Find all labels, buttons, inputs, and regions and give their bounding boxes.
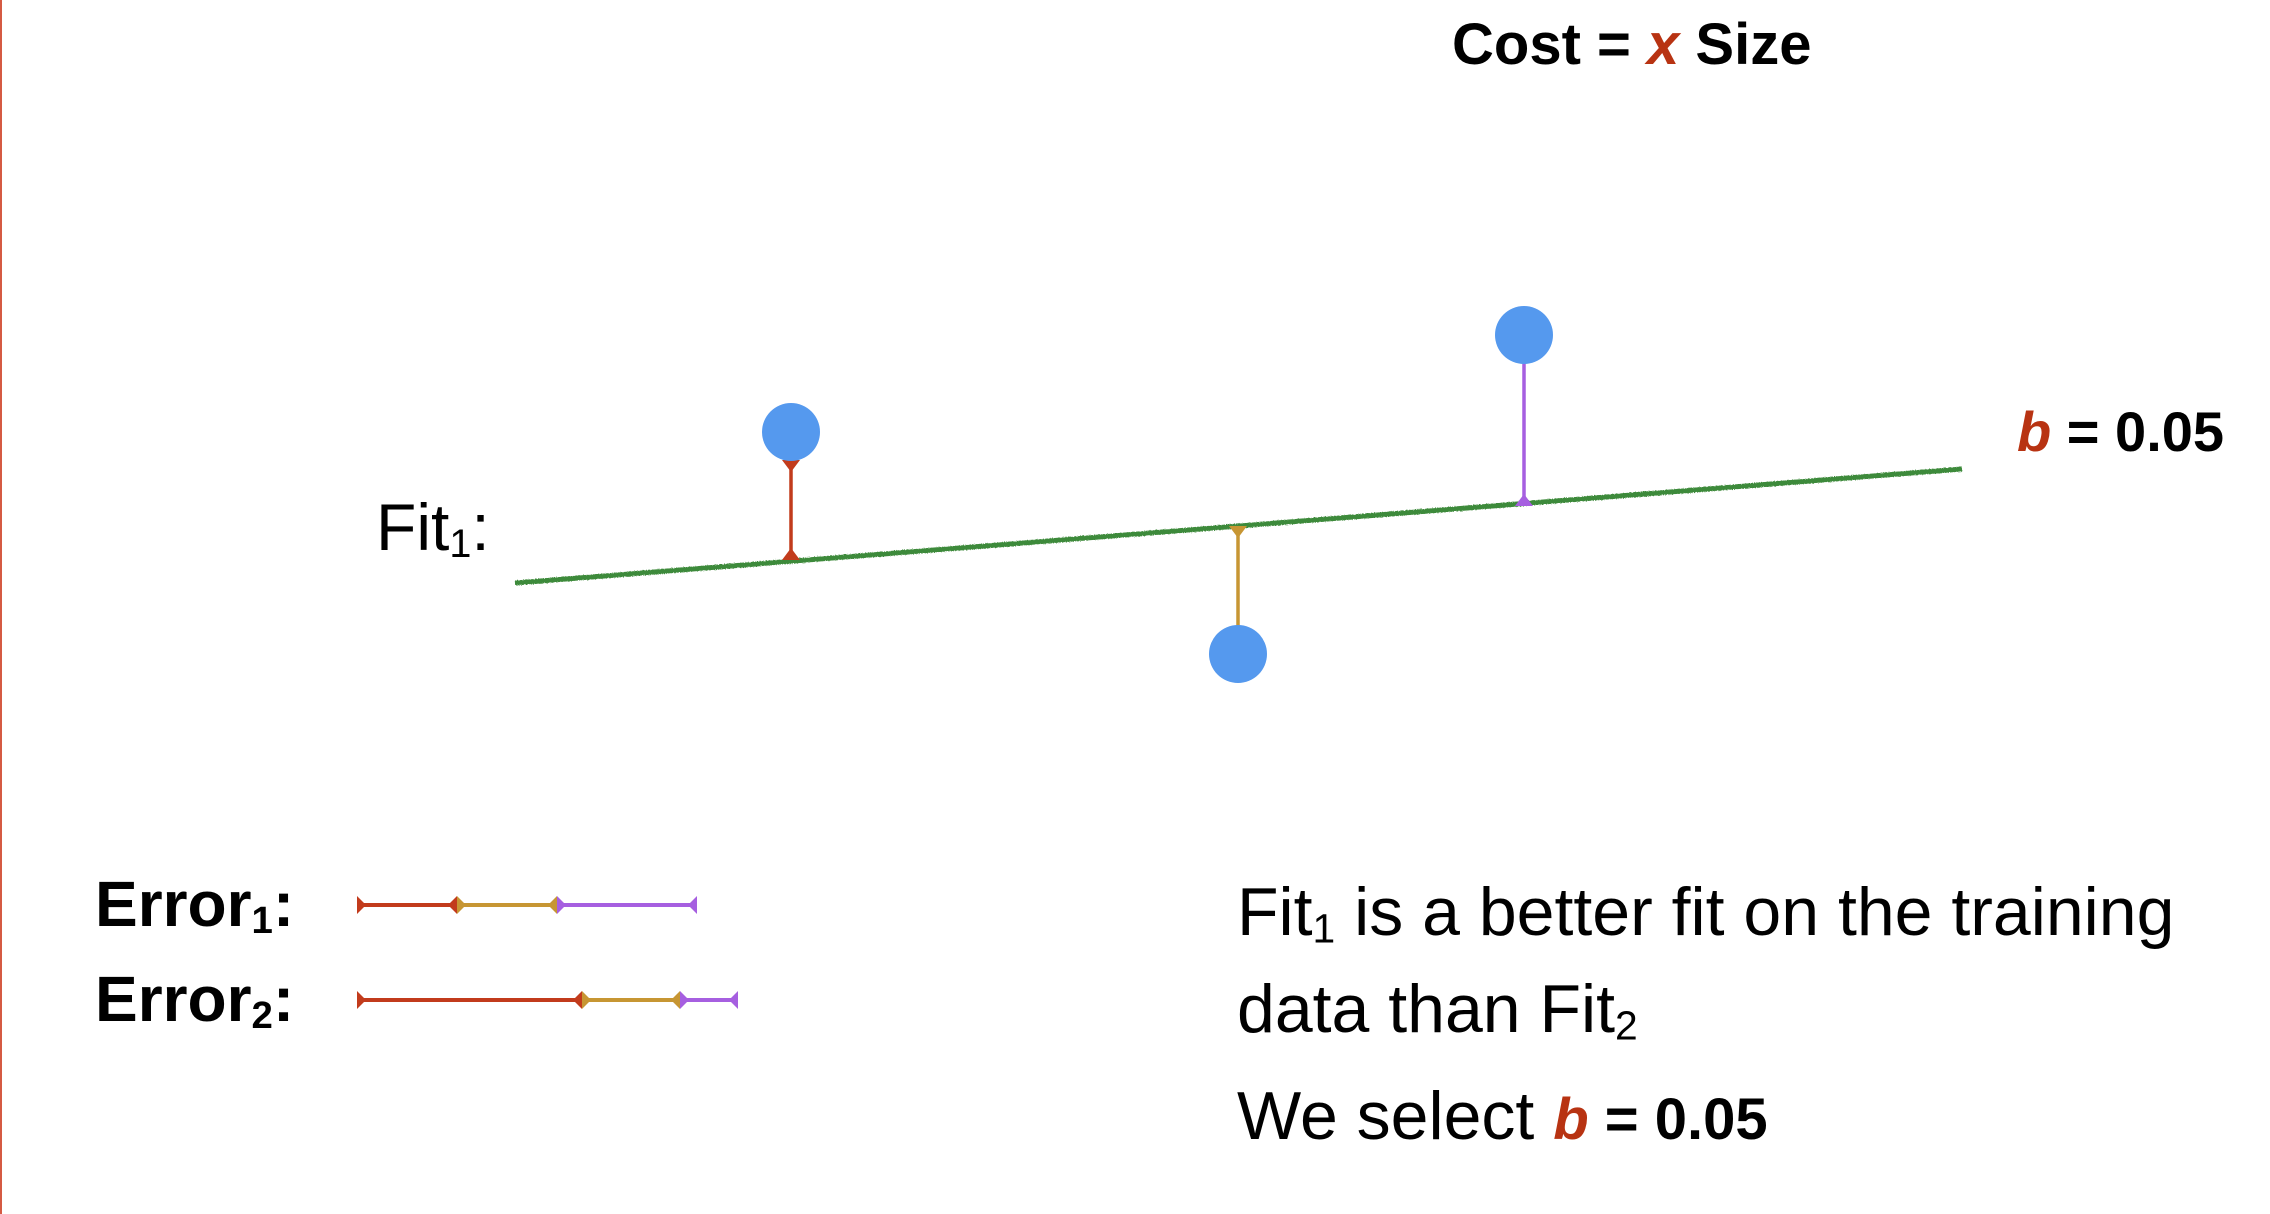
error-1-text: Error (95, 868, 252, 940)
slope-label: b = 0.05 (2017, 404, 2224, 460)
error-bar-1-segment-1-end-cap (448, 896, 457, 914)
data-point-1 (762, 403, 820, 461)
data-point-2 (1209, 625, 1267, 683)
residual-arrow-1-top (782, 460, 800, 472)
error-bar-1-segment-3-start-cap (557, 896, 566, 914)
title-variable: x (1647, 12, 1680, 77)
error-bar-2-segment-1-start-cap (357, 991, 366, 1009)
error-bar-1-segment-2-start-cap (457, 896, 466, 914)
conclusion-value: = 0.05 (1588, 1087, 1768, 1152)
residual-1 (762, 403, 820, 560)
error-bar-2 (357, 991, 738, 1009)
conclusion-line-1-a: Fit (1237, 874, 1313, 950)
residual-arrow-1-bottom (782, 548, 800, 560)
error-2-colon: : (272, 963, 295, 1035)
error-2-subscript: 2 (251, 993, 273, 1037)
error-bar-1-segment-1-start-cap (357, 896, 366, 914)
fit-label-subscript: 1 (449, 522, 472, 567)
conclusion-line-2: data than Fit2 (1237, 975, 1638, 1046)
conclusion-line-1: Fit1 is a better fit on the training (1237, 878, 2174, 949)
cost-equation-title: Cost = x Size (1452, 16, 1811, 74)
error-2-label: Error2: (95, 967, 294, 1035)
error-bar-1 (357, 896, 697, 914)
fit-1-label: Fit1: (376, 494, 490, 565)
residual-3 (1495, 306, 1553, 506)
error-2-text: Error (95, 963, 252, 1035)
conclusion-line-1-b: is a better fit on the training (1335, 874, 2175, 950)
conclusion-line-3: We select b = 0.05 (1237, 1082, 1768, 1150)
title-prefix: Cost = (1452, 12, 1631, 77)
slope-value: = 0.05 (2066, 400, 2225, 463)
data-point-3 (1495, 306, 1553, 364)
residual-arrow-2-top (1229, 526, 1247, 538)
residual-arrow-3-bottom (1515, 494, 1533, 506)
conclusion-line-2-a: data than Fit (1237, 971, 1616, 1047)
conclusion-line-1-subscript: 1 (1312, 905, 1336, 952)
fit-label-colon: : (471, 490, 490, 564)
error-bar-2-segment-3-start-cap (680, 991, 689, 1009)
conclusion-line-2-subscript: 2 (1615, 1002, 1638, 1049)
error-bar-1-segment-3-end-cap (688, 896, 697, 914)
error-1-subscript: 1 (251, 898, 273, 942)
error-1-label: Error1: (95, 872, 294, 940)
error-1-colon: : (272, 868, 295, 940)
error-bar-2-segment-1-end-cap (573, 991, 582, 1009)
fit-label-text: Fit (376, 490, 450, 564)
error-bar-2-segment-3-end-cap (729, 991, 738, 1009)
error-bar-2-segment-2-start-cap (582, 991, 591, 1009)
error-bar-2-segment-2-end-cap (671, 991, 680, 1009)
error-bar-1-segment-2-end-cap (548, 896, 557, 914)
conclusion-line-3-a: We select (1237, 1078, 1554, 1154)
residual-2 (1209, 526, 1267, 683)
conclusion-variable: b (1553, 1087, 1589, 1152)
slide-left-border (0, 0, 2, 1214)
title-suffix: Size (1695, 12, 1812, 77)
slope-variable: b (2017, 400, 2052, 463)
